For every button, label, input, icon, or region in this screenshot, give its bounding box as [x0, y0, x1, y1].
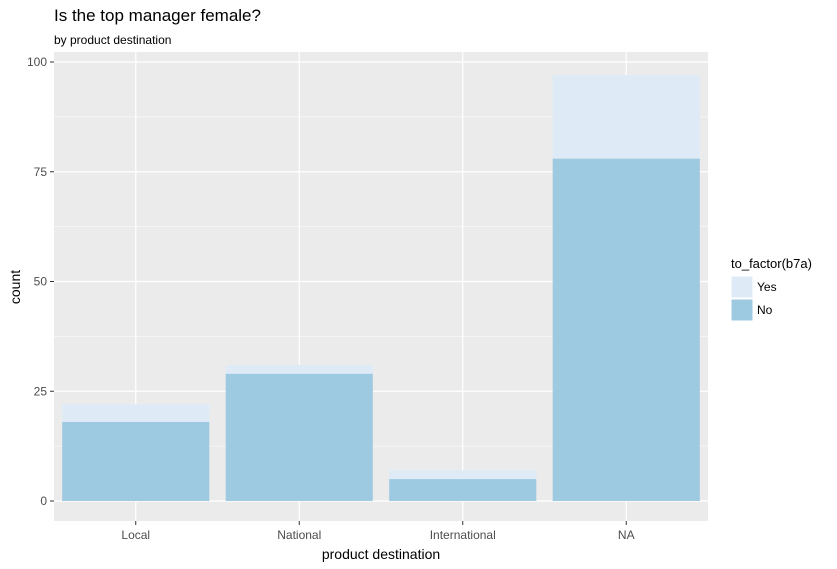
- chart-title: Is the top manager female?: [54, 6, 261, 25]
- y-axis-title: count: [7, 270, 23, 304]
- x-tick-label: National: [277, 528, 321, 542]
- bar-yes: [62, 404, 210, 422]
- x-tick-label: Local: [121, 528, 150, 542]
- bar-yes: [389, 470, 537, 480]
- y-axis: 0 25 50 75 100: [27, 55, 54, 508]
- bar-no: [389, 479, 537, 501]
- y-tick-label: 75: [34, 165, 48, 179]
- legend: to_factor(b7a) Yes No: [730, 256, 812, 322]
- bar-no: [225, 373, 373, 501]
- x-axis: Local National International NA: [121, 521, 635, 542]
- chart-subtitle: by product destination: [54, 33, 172, 47]
- bar-no: [552, 158, 700, 501]
- legend-title: to_factor(b7a): [731, 256, 812, 271]
- legend-label-yes: Yes: [757, 280, 777, 294]
- bar-yes: [552, 75, 700, 159]
- x-tick-label: NA: [618, 528, 635, 542]
- y-tick-label: 25: [34, 384, 48, 398]
- legend-key-yes: [730, 275, 754, 299]
- y-tick-label: 50: [34, 275, 48, 289]
- y-tick-label: 100: [27, 55, 47, 69]
- y-tick-label: 0: [40, 494, 47, 508]
- bars: [62, 75, 700, 501]
- x-tick-label: International: [430, 528, 496, 542]
- legend-key-no: [730, 298, 754, 322]
- legend-label-no: No: [757, 303, 773, 317]
- bar-yes: [225, 364, 373, 374]
- x-axis-title: product destination: [322, 546, 440, 562]
- bar-no: [62, 421, 210, 501]
